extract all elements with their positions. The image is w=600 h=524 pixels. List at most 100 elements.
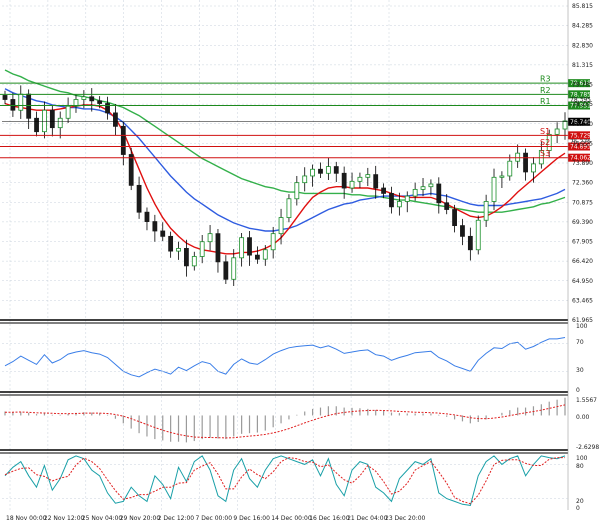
price-tick-label: 82.830 (572, 42, 593, 49)
candle-body (223, 261, 229, 280)
candle-body (499, 175, 505, 178)
date-tick-label: 22 Nov 12:00 (44, 515, 85, 522)
candle-body (420, 186, 426, 190)
candle-body (483, 201, 489, 221)
candle-body (65, 105, 71, 119)
grid-lines (2, 0, 568, 510)
date-tick-label: 16 Dec 16:00 (309, 515, 350, 522)
panel-frames (0, 0, 569, 510)
level-label-r3: R3 (540, 75, 551, 84)
ma-mid-line (4, 88, 566, 232)
candle-body (373, 174, 379, 189)
candle-body (286, 198, 292, 218)
level-label-s3: S3 (540, 149, 550, 158)
candle-body (26, 93, 32, 119)
level-tag-s1: 75.729 (570, 132, 591, 139)
candle-body (207, 233, 213, 243)
candle-body (231, 257, 237, 280)
indicator-tick-label: 20 (576, 498, 584, 505)
current-price-tag-bg (568, 117, 590, 126)
candle-body (531, 163, 536, 173)
candle-body (168, 235, 174, 252)
candle-body (515, 152, 521, 162)
price-tick-label: 64.950 (572, 278, 593, 285)
candle-body (460, 225, 465, 237)
rsi-panel (2, 337, 568, 378)
price-tick-label: 70.875 (572, 199, 593, 206)
candle-body (120, 125, 126, 155)
candle-body (128, 154, 134, 186)
candlesticks (2, 85, 568, 286)
candle-body (199, 241, 205, 257)
candle-body (144, 211, 150, 222)
candle-body (191, 256, 197, 267)
candle-body (554, 128, 560, 135)
price-tick-label: 75.225 (572, 140, 593, 147)
candle-body (318, 168, 323, 174)
price-tick-label: 78.255 (572, 101, 593, 108)
price-tick-label: 84.285 (572, 23, 593, 30)
candle-body (381, 187, 386, 194)
indicator-tick-label: 0 (576, 505, 580, 512)
level-label-r2: R2 (540, 86, 551, 95)
date-tick-label: 21 Dec 04:00 (347, 515, 388, 522)
stoch-signal-line (4, 457, 565, 505)
candle-body (176, 248, 181, 252)
candle-body (302, 175, 308, 184)
candle-body (42, 109, 47, 133)
indicator-tick-label: 80 (576, 463, 584, 470)
candle-body (365, 174, 371, 178)
candle-body (436, 183, 442, 204)
level-tag-r1: 77.951 (570, 103, 591, 110)
price-tick-label: 73.890 (572, 160, 593, 167)
indicator-tick-label: 1.5567 (576, 397, 597, 404)
candle-body (160, 230, 166, 237)
candle-body (467, 235, 473, 251)
current-price-tag: 76.740 (570, 119, 591, 126)
candle-body (105, 103, 110, 114)
price-axis: 85.815 84.285 82.830 81.315 79.785 78.255 76.7… (572, 3, 599, 512)
price-tick-label: 67.905 (572, 239, 593, 246)
indicator-tick-label: 30 (576, 367, 584, 374)
price-tick-label: 69.390 (572, 219, 593, 226)
candle-body (113, 112, 118, 127)
indicator-tick-label: 0.00 (576, 414, 590, 421)
candle-body (10, 99, 16, 111)
price-tick-label: 81.315 (572, 62, 593, 69)
candle-body (389, 193, 394, 208)
candle-body (34, 117, 39, 133)
macd-signal-line (5, 404, 566, 439)
date-tick-label: 14 Dec 00:00 (271, 515, 312, 522)
date-tick-label: 9 Dec 16:00 (233, 515, 270, 522)
candle-body (562, 120, 568, 130)
candle-body (444, 202, 450, 210)
price-tick-label: 79.785 (572, 82, 593, 89)
level-label-s1: S1 (540, 127, 550, 136)
candle-body (18, 93, 24, 111)
level-tag-bg (568, 142, 590, 151)
candle-body (475, 219, 481, 251)
price-tick-label: 76.740 (572, 121, 593, 128)
candle-body (247, 237, 252, 256)
level-tag-bg (568, 101, 590, 110)
candle-body (152, 221, 158, 232)
price-tick-label: 61.965 (572, 317, 593, 324)
candle-body (73, 99, 79, 107)
date-tick-label: 18 Nov 00:00 (6, 515, 47, 522)
candle-body (491, 176, 497, 202)
ma-slow-line (4, 69, 566, 213)
candle-body (428, 183, 434, 188)
price-tick-label: 66.420 (572, 258, 593, 265)
price-tick-label: 85.815 (572, 3, 593, 10)
date-tick-label: 25 Nov 04:00 (82, 515, 123, 522)
level-tag-bg (568, 153, 590, 162)
candle-body (294, 182, 300, 200)
indicator-tick-label: 70 (576, 339, 584, 346)
candle-body (349, 180, 355, 189)
indicator-tick-label: 100 (576, 455, 588, 462)
candle-body (310, 168, 316, 177)
candle-body (357, 176, 363, 182)
date-tick-label: 2 Dec 12:00 (158, 515, 195, 522)
indicator-tick-label: 0 (576, 387, 580, 394)
